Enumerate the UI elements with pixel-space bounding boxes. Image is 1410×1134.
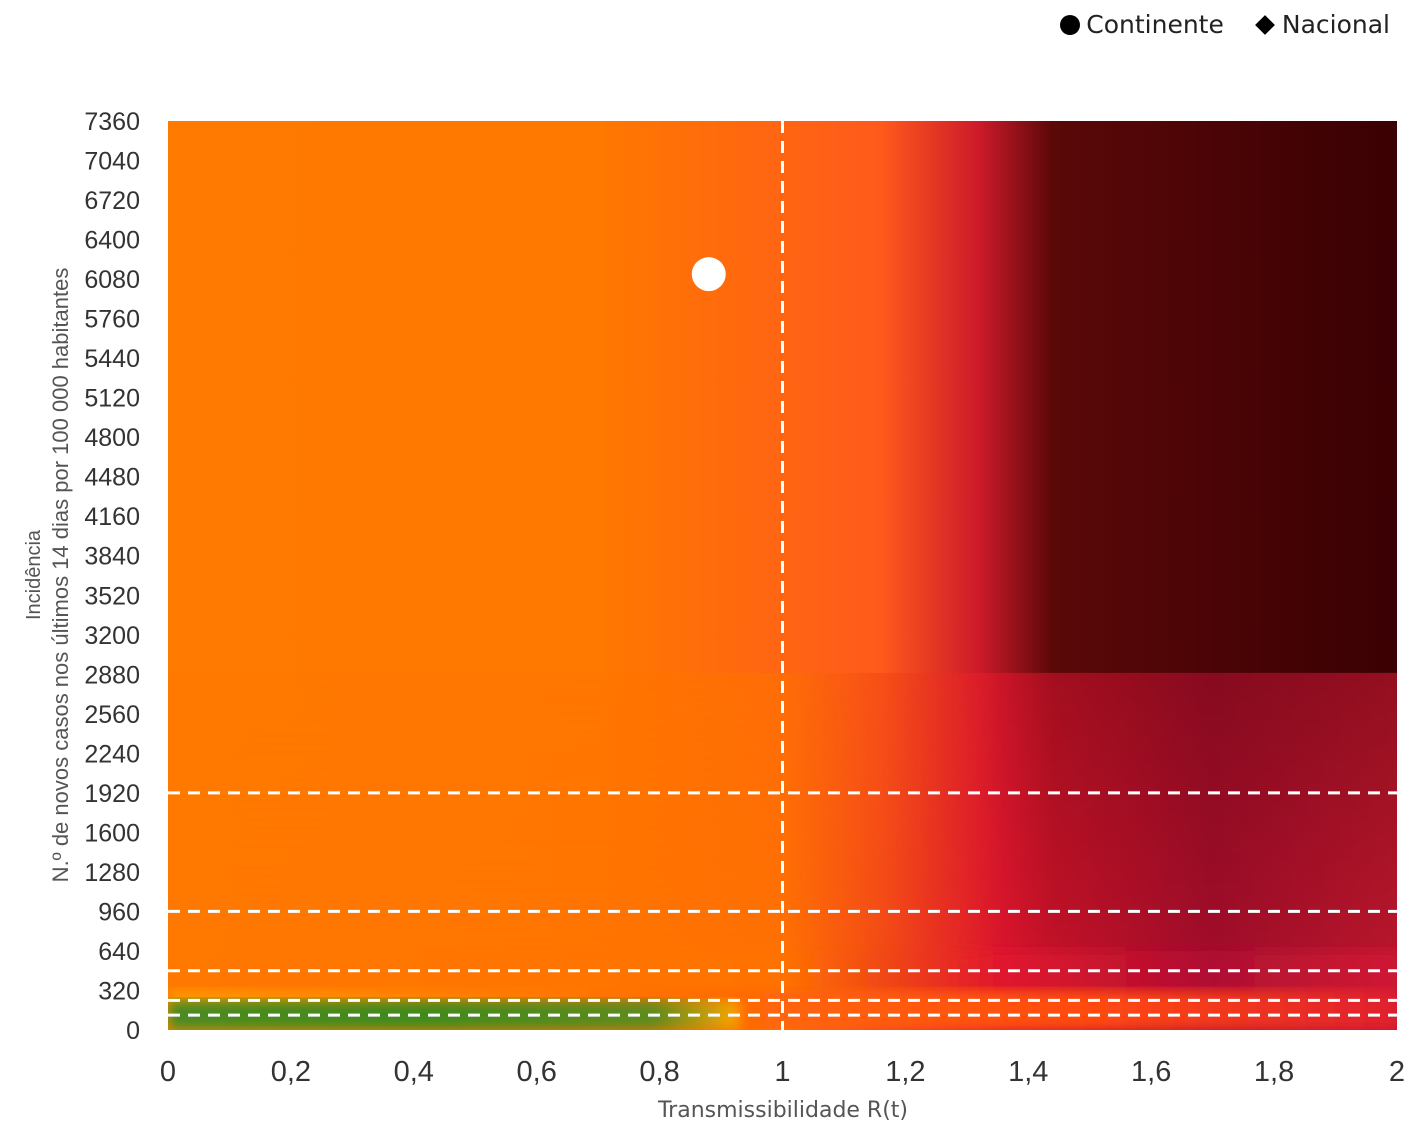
y-tick-label: 5760 <box>84 306 140 334</box>
y-axis-label-title: Incidência <box>23 529 45 621</box>
x-tick-label: 1,2 <box>885 1056 925 1088</box>
x-tick-label: 1 <box>774 1056 790 1088</box>
y-tick-label: 7360 <box>84 108 140 136</box>
y-axis-label-subtitle: N.º de novos casos nos últimos 14 dias p… <box>48 267 73 883</box>
y-tick-label: 3200 <box>84 622 140 650</box>
y-tick-label: 1280 <box>84 859 140 887</box>
x-tick-label: 1,6 <box>1131 1056 1171 1088</box>
y-tick-label: 960 <box>98 898 140 926</box>
legend-item-nacional[interactable]: Nacional <box>1254 10 1390 39</box>
x-tick-label: 0,2 <box>271 1056 311 1088</box>
y-tick-label: 7040 <box>84 148 140 176</box>
y-tick-label: 2880 <box>84 661 140 689</box>
legend: Continente Nacional <box>1060 10 1390 39</box>
x-axis-label: Transmissibilidade R(t) <box>657 1098 909 1123</box>
x-axis-ticks: 0 0,2 0,4 0,6 0,8 1 1,2 1,4 1,6 1,8 2 <box>160 1056 1405 1088</box>
y-tick-label: 4800 <box>84 424 140 452</box>
y-tick-label: 5120 <box>84 385 140 413</box>
y-tick-label: 0 <box>126 1017 140 1045</box>
x-tick-label: 0 <box>160 1056 176 1088</box>
y-tick-label: 2560 <box>84 701 140 729</box>
heatmap-background <box>168 121 1397 1030</box>
legend-label-nacional: Nacional <box>1281 10 1390 39</box>
x-tick-label: 1,4 <box>1008 1056 1048 1088</box>
x-tick-label: 1,8 <box>1254 1056 1294 1088</box>
legend-label-continente: Continente <box>1086 10 1224 39</box>
y-tick-label: 6400 <box>84 227 140 255</box>
y-axis-label: Incidência N.º de novos casos nos último… <box>0 0 73 883</box>
y-tick-label: 2240 <box>84 740 140 768</box>
legend-item-continente[interactable]: Continente <box>1060 10 1224 39</box>
x-tick-label: 0,4 <box>394 1056 434 1088</box>
y-axis-ticks: 0 320 640 960 1280 1600 1920 2240 2560 2880 3200 35… <box>84 108 140 1045</box>
x-tick-label: 0,8 <box>639 1056 679 1088</box>
circle-marker-icon <box>1060 14 1081 35</box>
y-tick-label: 3520 <box>84 582 140 610</box>
y-tick-label: 3840 <box>84 543 140 571</box>
y-tick-label: 4160 <box>84 503 140 531</box>
marker-nacional <box>694 262 723 291</box>
y-tick-label: 640 <box>98 938 140 966</box>
x-tick-label: 0,6 <box>517 1056 557 1088</box>
x-tick-label: 2 <box>1389 1056 1405 1088</box>
y-tick-label: 320 <box>98 977 140 1005</box>
y-tick-label: 1920 <box>84 780 140 808</box>
y-tick-label: 6080 <box>84 266 140 294</box>
y-tick-label: 4480 <box>84 464 140 492</box>
reference-lines <box>168 121 1397 1030</box>
diamond-marker-icon <box>1254 14 1275 35</box>
y-tick-label: 5440 <box>84 345 140 373</box>
y-tick-label: 6720 <box>84 187 140 215</box>
y-tick-label: 1600 <box>84 819 140 847</box>
data-markers <box>691 257 726 292</box>
